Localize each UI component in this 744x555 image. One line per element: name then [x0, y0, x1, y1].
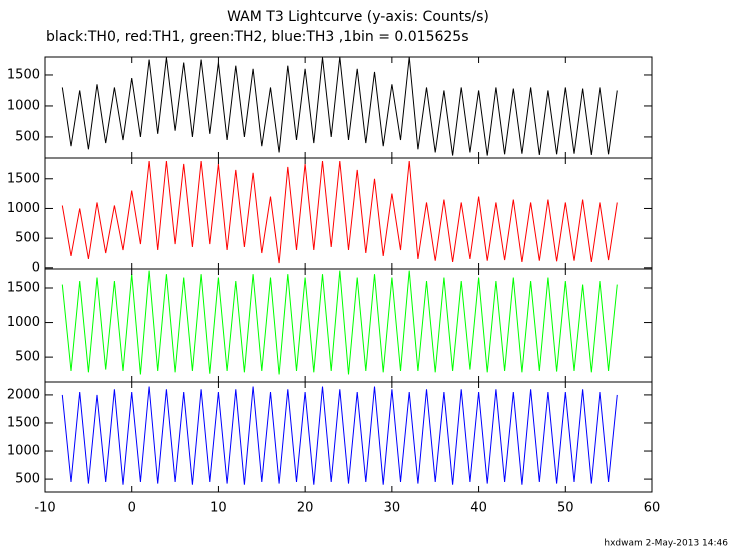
x-tick-label: 10 — [210, 501, 227, 516]
x-tick-label: 0 — [128, 501, 136, 516]
footer: hxdwam 2-May-2013 14:46 — [604, 539, 728, 549]
light-curve — [61, 56, 618, 156]
y-tick-label: 1500 — [7, 415, 40, 430]
y-tick-label: 1500 — [7, 281, 40, 296]
y-tick-label: 0 — [32, 260, 40, 275]
panel-frame — [44, 381, 653, 493]
x-tick-label: -10 — [34, 501, 55, 516]
y-tick-label: 1000 — [7, 444, 40, 459]
x-tick-label: 20 — [297, 501, 314, 516]
y-tick-label: 1000 — [7, 201, 40, 216]
y-tick-label: 500 — [15, 472, 40, 487]
x-tick-label: 40 — [470, 501, 487, 516]
y-tick-label: 1000 — [7, 315, 40, 330]
y-tick-label: 1500 — [7, 67, 40, 82]
light-curve — [61, 270, 618, 375]
y-tick-label: 500 — [15, 129, 40, 144]
x-tick-label: 60 — [644, 501, 661, 516]
subtitle: black:TH0, red:TH1, green:TH2, blue:TH3 … — [46, 29, 469, 45]
light-curve — [61, 160, 618, 264]
y-tick-label: 500 — [15, 231, 40, 246]
y-tick-label: 2000 — [7, 387, 40, 402]
title: WAM T3 Lightcurve (y-axis: Counts/s) — [227, 9, 489, 25]
y-tick-label: 1000 — [7, 98, 40, 113]
x-tick-label: 50 — [557, 501, 574, 516]
x-tick-label: 30 — [384, 501, 401, 516]
light-curve — [61, 386, 618, 485]
y-tick-label: 1500 — [7, 171, 40, 186]
y-tick-label: 500 — [15, 350, 40, 365]
panel-frame — [44, 157, 653, 270]
